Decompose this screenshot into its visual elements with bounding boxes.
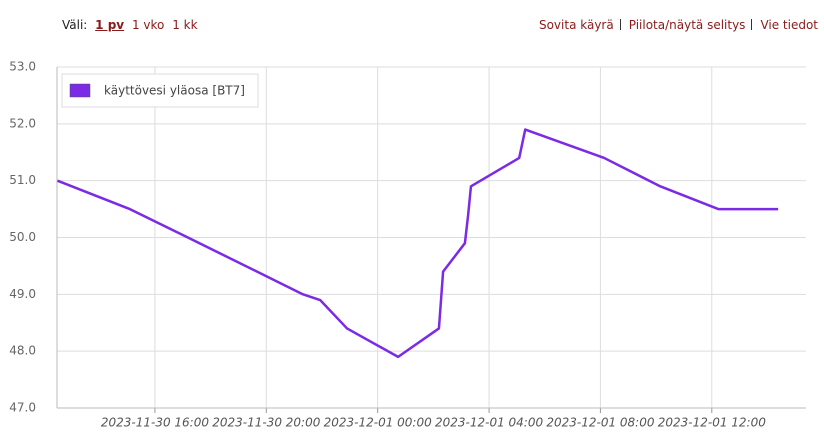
range-label: Väli: — [62, 18, 88, 32]
x-tick-label: 2023-12-01 08:00 — [546, 416, 655, 430]
range-link[interactable]: 1 kk — [172, 18, 198, 32]
range-link[interactable]: 1 pv — [95, 18, 125, 32]
legend-box — [61, 73, 259, 108]
separator — [751, 19, 753, 30]
y-tick-label: 51.0 — [9, 173, 36, 187]
y-tick-label: 53.0 — [9, 60, 36, 74]
range-selector: Väli: 1 pv 1 vko 1 kk — [62, 18, 198, 32]
x-tick-label: 2023-12-01 12:00 — [658, 416, 767, 430]
y-tick-label: 47.0 — [9, 401, 36, 415]
x-tick-label: 2023-11-30 16:00 — [101, 416, 210, 430]
legend-label: käyttövesi yläosa [BT7] — [104, 84, 245, 98]
y-tick-label: 50.0 — [9, 230, 36, 244]
line — [57, 128, 779, 359]
action-link[interactable]: Sovita käyrä — [538, 18, 614, 32]
y-tick-label: 52.0 — [9, 116, 36, 130]
x-tick-label: 2023-12-01 04:00 — [435, 416, 544, 430]
y-tick-label: 49.0 — [9, 287, 36, 301]
x-tick-label: 2023-11-30 20:00 — [212, 416, 321, 430]
toolbar: Väli: 1 pv 1 vko 1 kk Sovita käyrä Piilot… — [0, 18, 824, 36]
action-link[interactable]: Piilota/näytä selitys — [628, 18, 746, 32]
actions: Sovita käyrä Piilota/näytä selitys Vie tie… — [539, 18, 818, 32]
action-link[interactable]: Vie tiedot — [760, 18, 818, 32]
separator — [619, 19, 621, 30]
legend-swatch — [69, 83, 91, 98]
range-link[interactable]: 1 vko — [131, 18, 165, 32]
x-tick-label: 2023-12-01 00:00 — [324, 416, 433, 430]
y-tick-label: 48.0 — [9, 344, 36, 358]
